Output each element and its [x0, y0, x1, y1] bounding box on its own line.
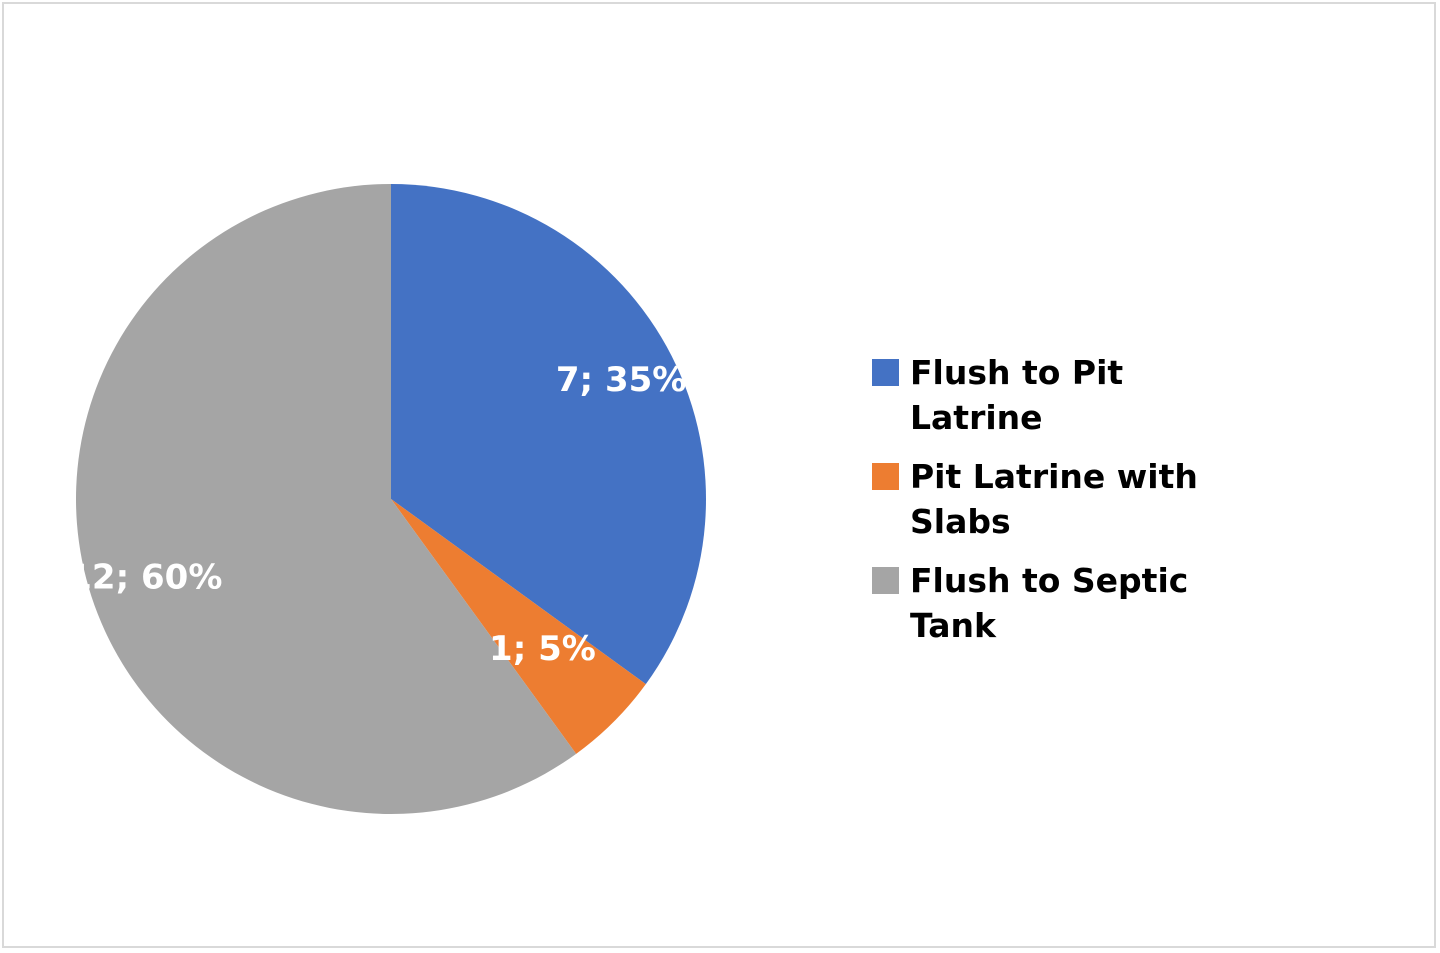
legend-item-flush-to-septic-tank: Flush to Septic Tank — [872, 558, 1232, 648]
data-label-pit-latrine-with-slabs: 1; 5% — [489, 629, 596, 669]
pie-data-labels: 7; 35% 1; 5% 12; 60% — [68, 360, 686, 669]
legend-label: Flush to Pit Latrine — [910, 353, 1124, 437]
legend-label: Pit Latrine with Slabs — [910, 457, 1198, 541]
data-label-flush-to-pit-latrine: 7; 35% — [556, 360, 686, 400]
data-label-flush-to-septic-tank: 12; 60% — [68, 557, 222, 597]
pie-slice-pit-latrine-with-slabs — [391, 499, 646, 754]
legend-label: Flush to Septic Tank — [910, 561, 1189, 645]
pie-slices — [75, 184, 706, 814]
pie-slice-flush-to-pit-latrine — [391, 184, 706, 685]
legend-item-pit-latrine-with-slabs: Pit Latrine with Slabs — [872, 454, 1232, 544]
legend-swatch — [872, 359, 899, 386]
legend: Flush to Pit Latrine Pit Latrine with Sl… — [872, 350, 1232, 662]
legend-item-flush-to-pit-latrine: Flush to Pit Latrine — [872, 350, 1232, 440]
legend-swatch — [872, 567, 899, 594]
legend-swatch — [872, 463, 899, 490]
pie-slice-flush-to-septic-tank — [75, 184, 577, 814]
